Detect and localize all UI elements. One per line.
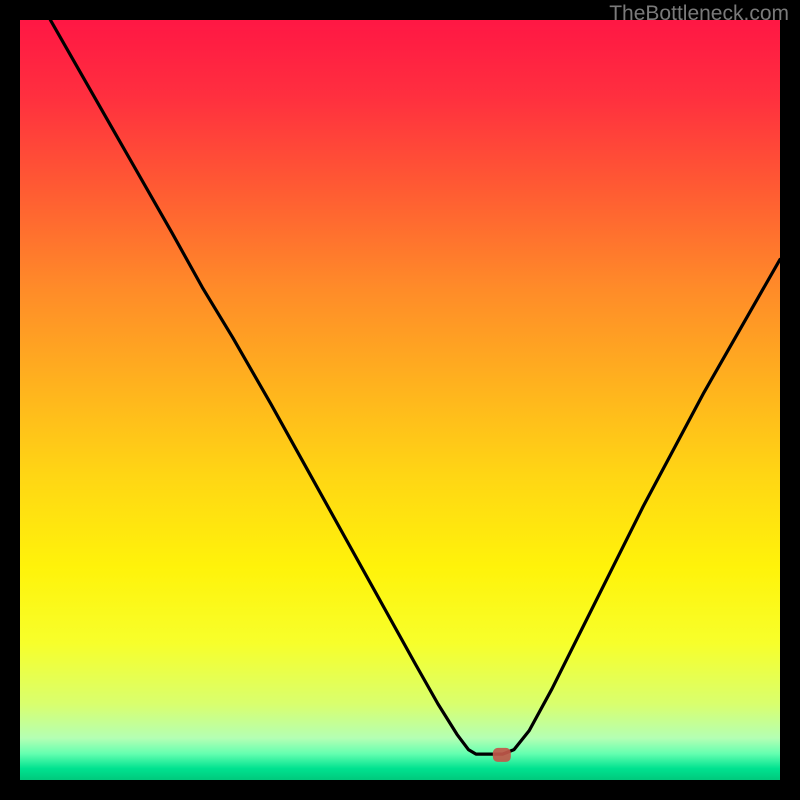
chart-area [20, 20, 780, 780]
chart-background [20, 20, 780, 780]
optimal-point-marker [493, 748, 511, 762]
